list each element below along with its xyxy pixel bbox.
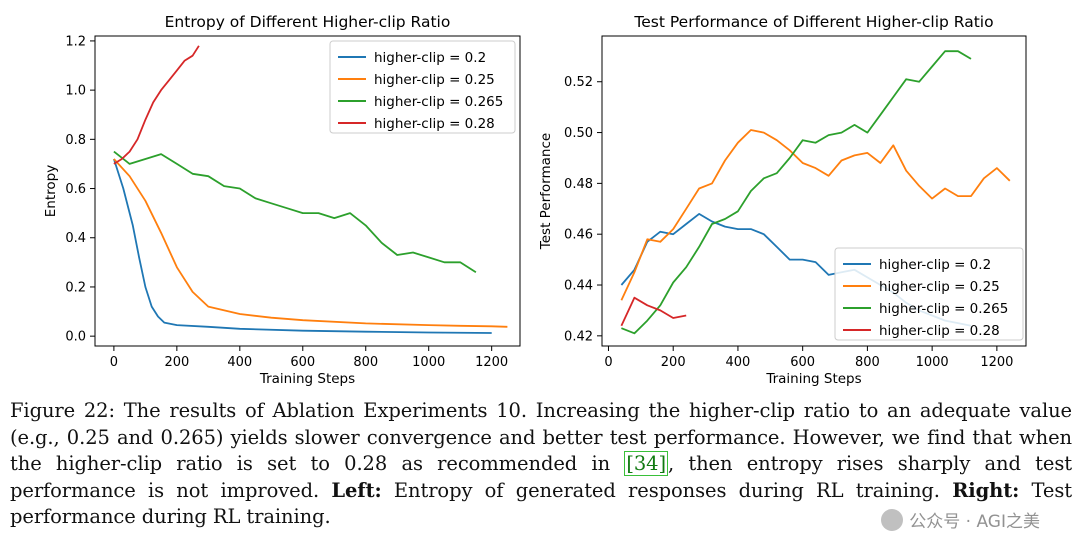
entropy-x-tick-label: 600 [290,355,315,370]
performance-series-line-3 [620,296,687,327]
caption-text-2: , then entropy rises sharply and test pe… [10,452,1072,502]
caption-right-label: Right: [952,478,1020,502]
caption-text-1: The results of Ablation Experiments 10. … [10,399,1072,475]
entropy-x-tick-label: 800 [353,355,378,370]
entropy-x-tick-label: 200 [164,355,189,370]
entropy-y-tick-label: 0.6 [65,182,86,197]
entropy-x-tick-label: 0 [110,355,118,370]
entropy-y-tick-label: 0.0 [65,330,86,345]
caption-reference-link[interactable]: [34] [624,451,668,476]
performance-x-tick-label: 400 [726,355,751,370]
performance-x-tick-label: 0 [604,355,612,370]
entropy-x-tick-label: 1000 [412,355,445,370]
entropy-legend-box [329,40,516,134]
performance-x-tick-label: 1000 [916,355,949,370]
caption-right-text: Test performance during RL training. [10,478,1073,529]
test-performance-chart: Test Performance of Different Higher-cli… [538,0,1080,400]
performance-legend: higher-clip = 0.2 higher-clip = 0.25 highe… [834,247,1024,341]
entropy-x-tick-label: 400 [227,355,252,370]
performance-y-tick-label: 0.46 [564,228,593,243]
entropy-legend-label: higher-clip = 0.28 [374,116,495,132]
entropy-y-axis-label: Entropy [43,165,59,217]
performance-x-tick-label: 200 [661,355,686,370]
entropy-legend-label: higher-clip = 0.2 [374,50,486,66]
entropy-legend: higher-clip = 0.2 higher-clip = 0.25 highe… [329,40,516,134]
entropy-series-line-0 [113,158,492,334]
performance-y-axis-label: Test Performance [540,133,554,250]
entropy-x-tick-label: 1200 [475,355,508,370]
performance-y-tick-label: 0.44 [564,279,593,294]
entropy-series-line-3 [113,45,200,165]
performance-y-tick-label: 0.48 [564,177,593,192]
performance-chart-title: Test Performance of Different Higher-cli… [633,13,993,31]
performance-plot-frame [601,35,1027,347]
caption-left-label: Left: [331,478,382,502]
performance-x-tick-label: 800 [855,355,880,370]
performance-x-axis-label: Training Steps [765,371,861,387]
performance-y-tick-label: 0.50 [564,126,593,141]
watermark-text: 公众号 · AGI之美 [909,512,1040,532]
entropy-chart: Entropy of Different Higher-clip Ratio 0 2… [0,0,540,400]
entropy-y-tick-label: 0.4 [65,231,86,246]
entropy-y-tick-label: 0.8 [65,133,86,148]
entropy-series-line-2 [113,150,477,273]
entropy-y-tick-label: 1.2 [65,34,86,49]
entropy-chart-svg: Entropy of Different Higher-clip Ratio 0 2… [43,13,521,387]
performance-legend-label: higher-clip = 0.25 [879,279,1000,295]
caption-left-text: Entropy of generated responses during RL… [381,478,953,502]
performance-legend-box [834,247,1024,341]
performance-series-line-1 [620,129,1011,301]
caption-figure-label: Figure 22: [10,399,124,422]
performance-x-tick-label: 600 [790,355,815,370]
watermark: 公众号 · AGI之美 [881,507,1040,532]
entropy-plot-frame [94,35,521,347]
entropy-x-axis-label: Training Steps [259,371,355,387]
performance-legend-label: higher-clip = 0.265 [879,301,1008,317]
performance-x-tick-label: 1200 [980,355,1013,370]
entropy-chart-title: Entropy of Different Higher-clip Ratio [165,13,451,31]
entropy-series-line-1 [113,158,508,328]
performance-y-tick-label: 0.42 [564,329,593,344]
entropy-y-tick-label: 0.2 [65,280,86,295]
performance-legend-label: higher-clip = 0.2 [879,257,991,273]
entropy-legend-label: higher-clip = 0.265 [374,94,503,110]
performance-legend-label: higher-clip = 0.28 [879,323,1000,339]
entropy-legend-label: higher-clip = 0.25 [374,72,495,88]
watermark-logo-icon [881,508,904,531]
performance-y-tick-label: 0.52 [564,75,593,90]
test-performance-chart-svg: Test Performance of Different Higher-cli… [538,13,1027,387]
figure-caption: Figure 22: The results of Ablation Exper… [10,398,1072,531]
entropy-y-tick-label: 1.0 [65,84,86,99]
performance-series-line-2 [621,50,972,335]
